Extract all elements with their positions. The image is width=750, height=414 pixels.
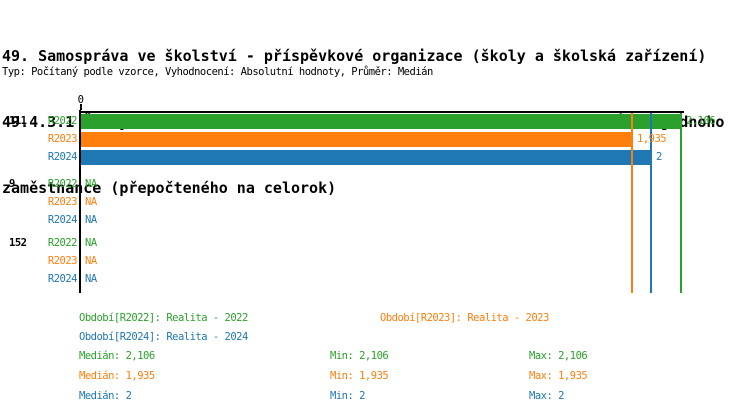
median-line-R2023 <box>631 112 633 293</box>
stat-min-r2023: Min: 1,935 <box>330 370 389 382</box>
row-label-R2023-group-9: R2023 <box>47 196 78 208</box>
stat-median-r2023: Medián: 1,935 <box>79 370 155 382</box>
row-label-R2023-group-152: R2023 <box>47 255 78 267</box>
stat-max-r2024: Max: 2 <box>529 390 564 402</box>
median-line-R2024 <box>650 112 652 293</box>
na-label-R2023-group-9: NA <box>85 196 97 208</box>
row-label-R2024-group-111: R2024 <box>47 151 78 163</box>
na-label-R2022-group-9: NA <box>85 178 97 190</box>
zero-tick-label: 0 <box>77 94 84 106</box>
row-label-R2024-group-9: R2024 <box>47 214 78 226</box>
na-label-R2023-group-152: NA <box>85 255 97 267</box>
row-label-R2022-group-9: R2022 <box>47 178 78 190</box>
legend-item-r2022: Období[R2022]: Realita - 2022 <box>79 312 248 324</box>
row-label-R2022-group-111: R2022 <box>47 115 78 127</box>
value-axis-topline <box>79 111 684 113</box>
value-axis-baseline <box>79 110 81 293</box>
chart-meta-line: Typ: Počítaný podle vzorce, Vyhodnocení:… <box>2 66 433 78</box>
stat-median-r2024: Medián: 2 <box>79 390 132 402</box>
stat-max-r2022: Max: 2,106 <box>529 350 588 362</box>
na-label-R2024-group-152: NA <box>85 273 97 285</box>
group-label-111: 111 <box>9 115 27 127</box>
median-line-R2022 <box>680 112 682 293</box>
value-label-R2023-group-111: 1,935 <box>637 133 667 145</box>
stat-max-r2023: Max: 1,935 <box>529 370 588 382</box>
row-label-R2024-group-152: R2024 <box>47 273 78 285</box>
page-title-line-3: zaměstnance (přepočteného na celorok) <box>2 179 337 197</box>
group-label-9: 9 <box>9 178 15 190</box>
na-label-R2024-group-9: NA <box>85 214 97 226</box>
stat-median-r2022: Medián: 2,106 <box>79 350 155 362</box>
bar-R2024-group-111 <box>81 150 651 165</box>
value-label-R2022-group-111: 2,106 <box>686 115 716 127</box>
legend-item-r2024: Období[R2024]: Realita - 2024 <box>79 331 248 343</box>
legend-item-r2023: Období[R2023]: Realita - 2023 <box>380 312 549 324</box>
bar-R2023-group-111 <box>81 132 632 147</box>
bar-R2022-group-111 <box>81 114 681 129</box>
stat-min-r2024: Min: 2 <box>330 390 365 402</box>
row-label-R2022-group-152: R2022 <box>47 237 78 249</box>
page-title-line-1: 49. Samospráva ve školství - příspěvkové… <box>2 47 707 65</box>
na-label-R2022-group-152: NA <box>85 237 97 249</box>
group-label-152: 152 <box>9 237 27 249</box>
row-label-R2023-group-111: R2023 <box>47 133 78 145</box>
stat-min-r2022: Min: 2,106 <box>330 350 389 362</box>
value-label-R2024-group-111: 2 <box>656 151 662 163</box>
zero-tick <box>80 104 82 110</box>
